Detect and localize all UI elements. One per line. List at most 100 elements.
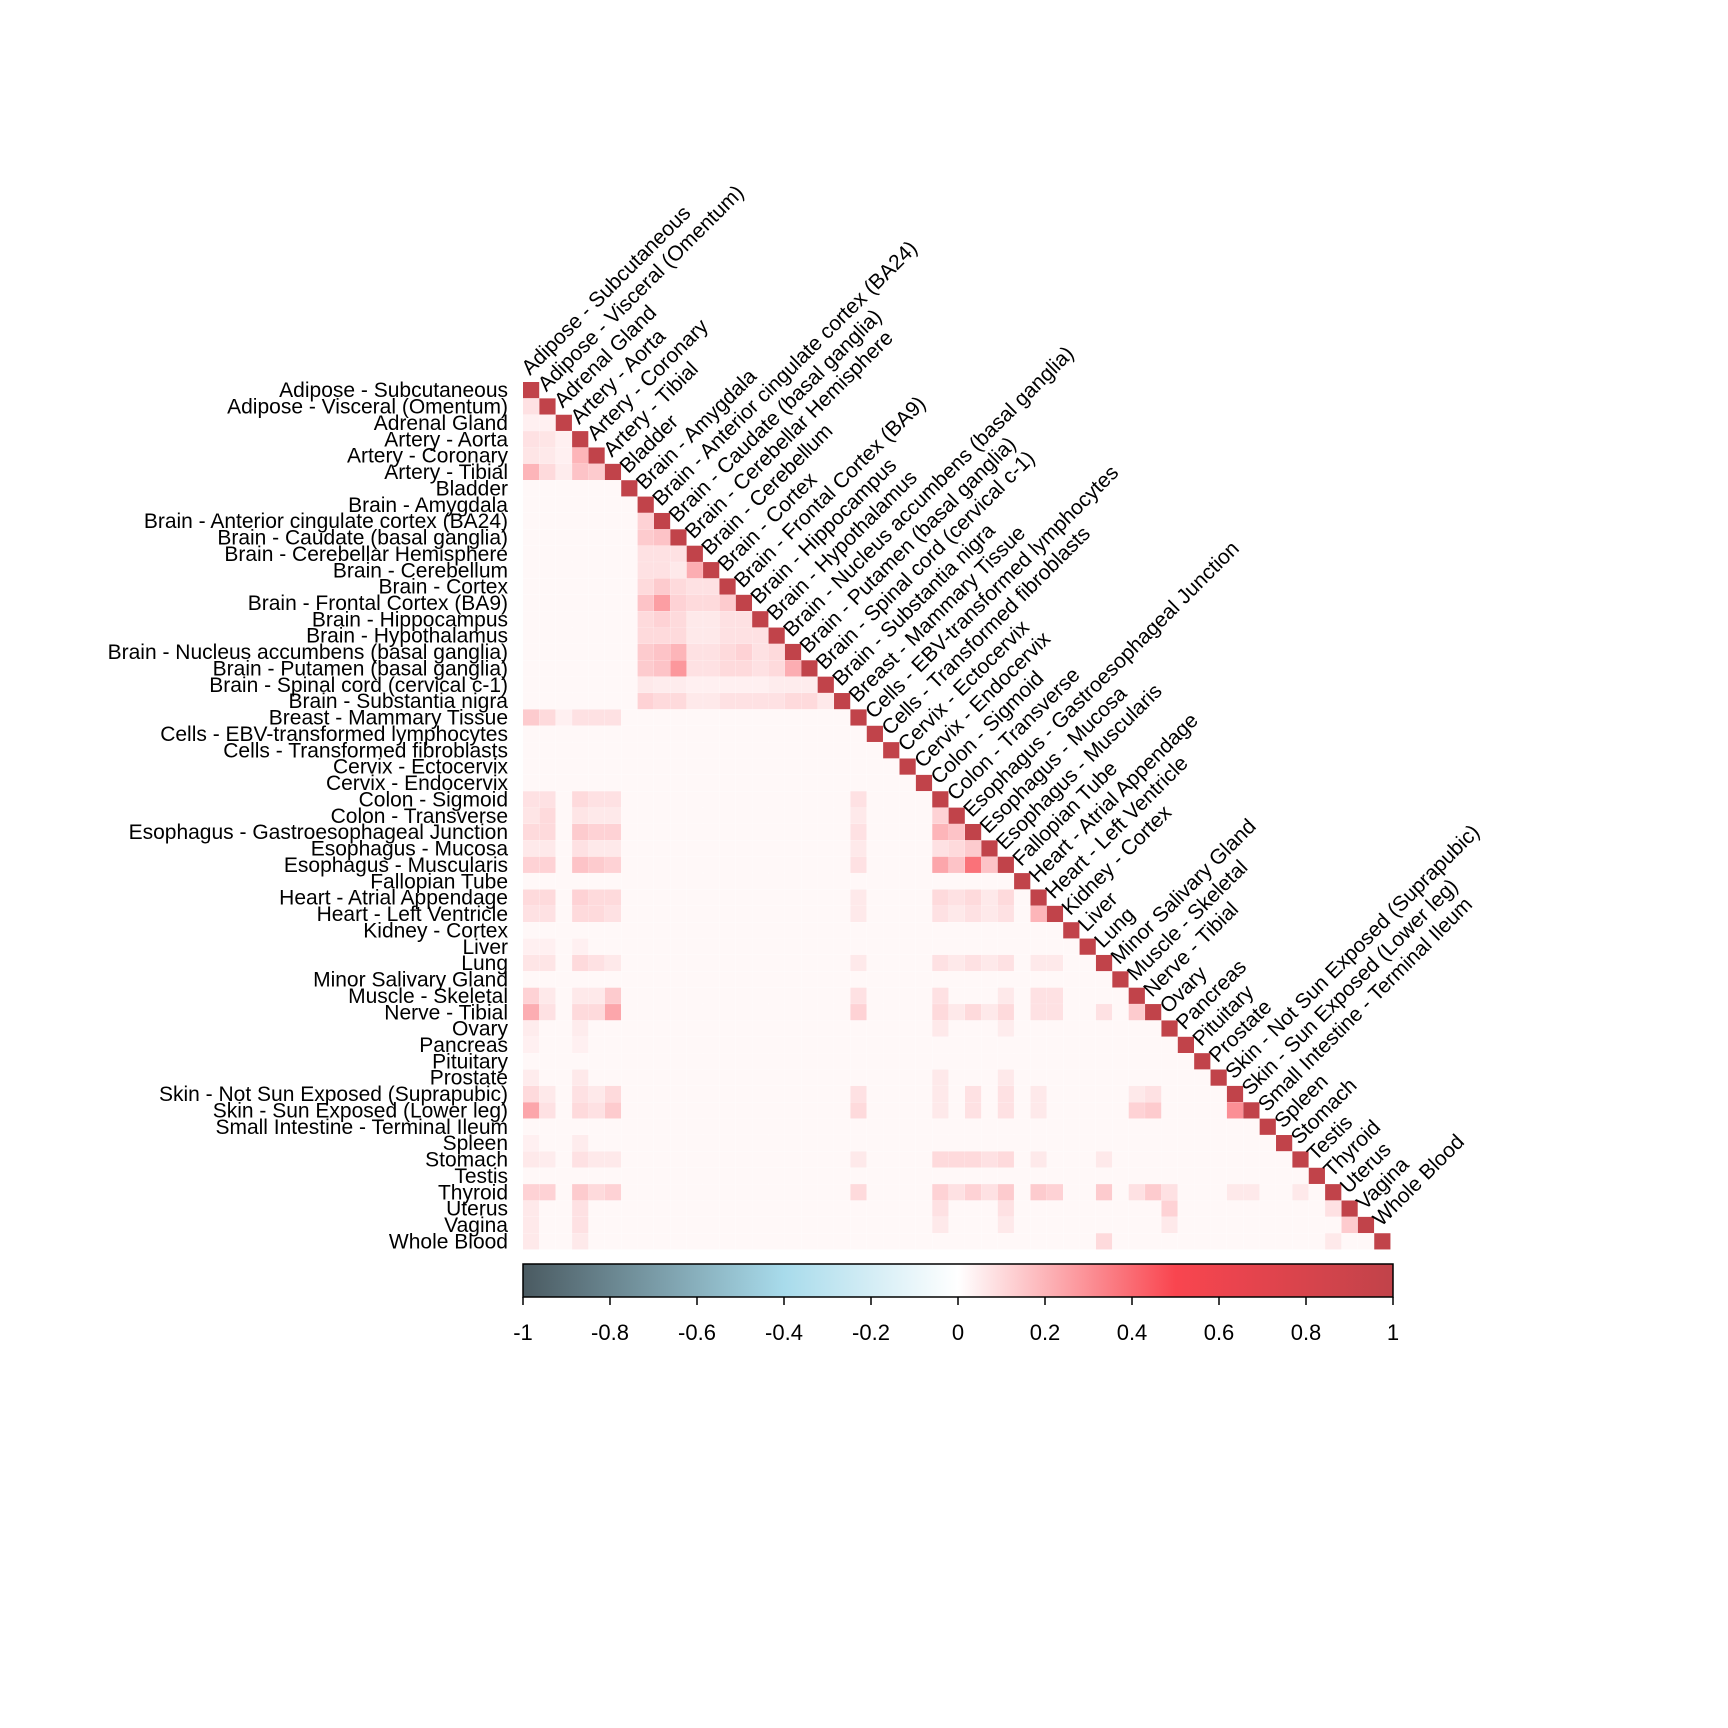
heatmap-cell: [948, 922, 965, 939]
heatmap-cell: [604, 660, 622, 677]
heatmap-cell: [1030, 922, 1047, 939]
heatmap-cell: [572, 1233, 589, 1250]
heatmap-cell: [866, 954, 883, 972]
heatmap-cell: [784, 1020, 802, 1037]
heatmap-cell: [883, 1118, 900, 1135]
heatmap-cell: [653, 1216, 671, 1234]
row-label: Esophagus - Mucosa: [311, 838, 509, 861]
heatmap-cell: [752, 676, 769, 693]
heatmap-cell: [555, 1069, 572, 1086]
heatmap-cell: [1210, 1135, 1227, 1152]
heatmap-cell: [555, 1085, 572, 1103]
heatmap-cell: [850, 938, 867, 955]
heatmap-cell: [866, 840, 883, 857]
heatmap-cell: [703, 1102, 720, 1119]
heatmap-cell: [555, 660, 572, 677]
heatmap-cell: [981, 1004, 998, 1021]
heatmap-cell: [784, 987, 802, 1004]
heatmap-cell: [932, 1200, 949, 1217]
heatmap-cell: [1308, 1184, 1325, 1201]
heatmap-cell: [539, 1216, 556, 1234]
heatmap-cell: [964, 1135, 982, 1152]
heatmap-cell: [653, 1069, 671, 1086]
heatmap-cell: [686, 709, 703, 726]
heatmap-cell: [866, 1216, 883, 1234]
heatmap-cell: [670, 1085, 687, 1103]
heatmap-cell: [932, 1069, 949, 1086]
heatmap-cell: [686, 643, 703, 661]
heatmap-cell: [670, 545, 687, 562]
heatmap-cell: [572, 1167, 589, 1184]
heatmap-cell: [621, 807, 638, 824]
heatmap-cell: [1063, 987, 1080, 1004]
heatmap-cell: [539, 1118, 556, 1135]
heatmap-cell: [1112, 1036, 1129, 1053]
heatmap-cell: [915, 1151, 933, 1168]
heatmap-cell: [523, 414, 540, 431]
heatmap-cell: [817, 1216, 834, 1234]
heatmap-cell: [686, 1167, 703, 1184]
heatmap-cell: [768, 873, 785, 890]
heatmap-cell: [768, 1053, 785, 1070]
heatmap-cell: [539, 987, 556, 1004]
heatmap-cell: [604, 1184, 622, 1201]
heatmap-cell: [555, 447, 572, 464]
heatmap-cell: [801, 1167, 818, 1184]
heatmap-cell: [1030, 938, 1047, 955]
heatmap-cell: [834, 1036, 851, 1053]
heatmap-cell: [703, 774, 720, 792]
heatmap-cell: [915, 1216, 933, 1234]
heatmap-cell: [1095, 1167, 1113, 1184]
heatmap-cell: [621, 627, 638, 644]
heatmap-cell: [1194, 1233, 1211, 1250]
heatmap-cell: [653, 807, 671, 824]
heatmap-cell: [604, 758, 622, 775]
heatmap-cell: [981, 905, 998, 923]
heatmap-cell: [670, 627, 687, 644]
heatmap-cell: [1128, 1004, 1145, 1021]
heatmap-cell: [670, 676, 687, 693]
heatmap-cell: [866, 823, 883, 841]
heatmap-cell: [653, 1085, 671, 1103]
heatmap-cell: [670, 643, 687, 661]
heatmap-cell: [784, 856, 802, 873]
heatmap-cell: [1046, 1184, 1064, 1201]
heatmap-cell: [686, 693, 703, 710]
heatmap-cell: [817, 791, 834, 808]
heatmap-cell: [1145, 1020, 1162, 1037]
heatmap-cell: [883, 905, 900, 923]
heatmap-cell: [1145, 1053, 1162, 1070]
heatmap-cell: [735, 1151, 753, 1168]
heatmap-cell: [1014, 905, 1031, 923]
heatmap-cell: [670, 562, 687, 579]
heatmap-cell: [621, 905, 638, 923]
heatmap-cell: [1194, 1118, 1211, 1135]
heatmap-cell: [555, 431, 572, 448]
heatmap-cell: [719, 971, 736, 988]
heatmap-cell: [1194, 1135, 1211, 1152]
heatmap-cell: [899, 1233, 916, 1250]
heatmap-cell: [1095, 1200, 1113, 1217]
heatmap-cell: [670, 1135, 687, 1152]
heatmap-cell: [604, 643, 622, 661]
heatmap-cell: [588, 971, 605, 988]
heatmap-cell: [588, 709, 605, 726]
heatmap-cell: [1030, 1004, 1047, 1021]
heatmap-cell: [604, 1216, 622, 1234]
heatmap-cell: [964, 987, 982, 1004]
heatmap-cell: [1063, 1233, 1080, 1250]
heatmap-cell: [834, 954, 851, 972]
heatmap-cell: [604, 987, 622, 1004]
heatmap-cell: [768, 660, 785, 677]
heatmap-cell: [801, 1036, 818, 1053]
heatmap-cell: [752, 1135, 769, 1152]
heatmap-cell: [932, 1233, 949, 1250]
heatmap-cell: [915, 1135, 933, 1152]
heatmap-cell: [752, 840, 769, 857]
heatmap-cell: [703, 1216, 720, 1234]
heatmap-cell: [572, 987, 589, 1004]
heatmap-cell: [588, 594, 605, 612]
heatmap-cell: [555, 742, 572, 759]
heatmap-cell: [1194, 1216, 1211, 1234]
heatmap-cell: [801, 1233, 818, 1250]
